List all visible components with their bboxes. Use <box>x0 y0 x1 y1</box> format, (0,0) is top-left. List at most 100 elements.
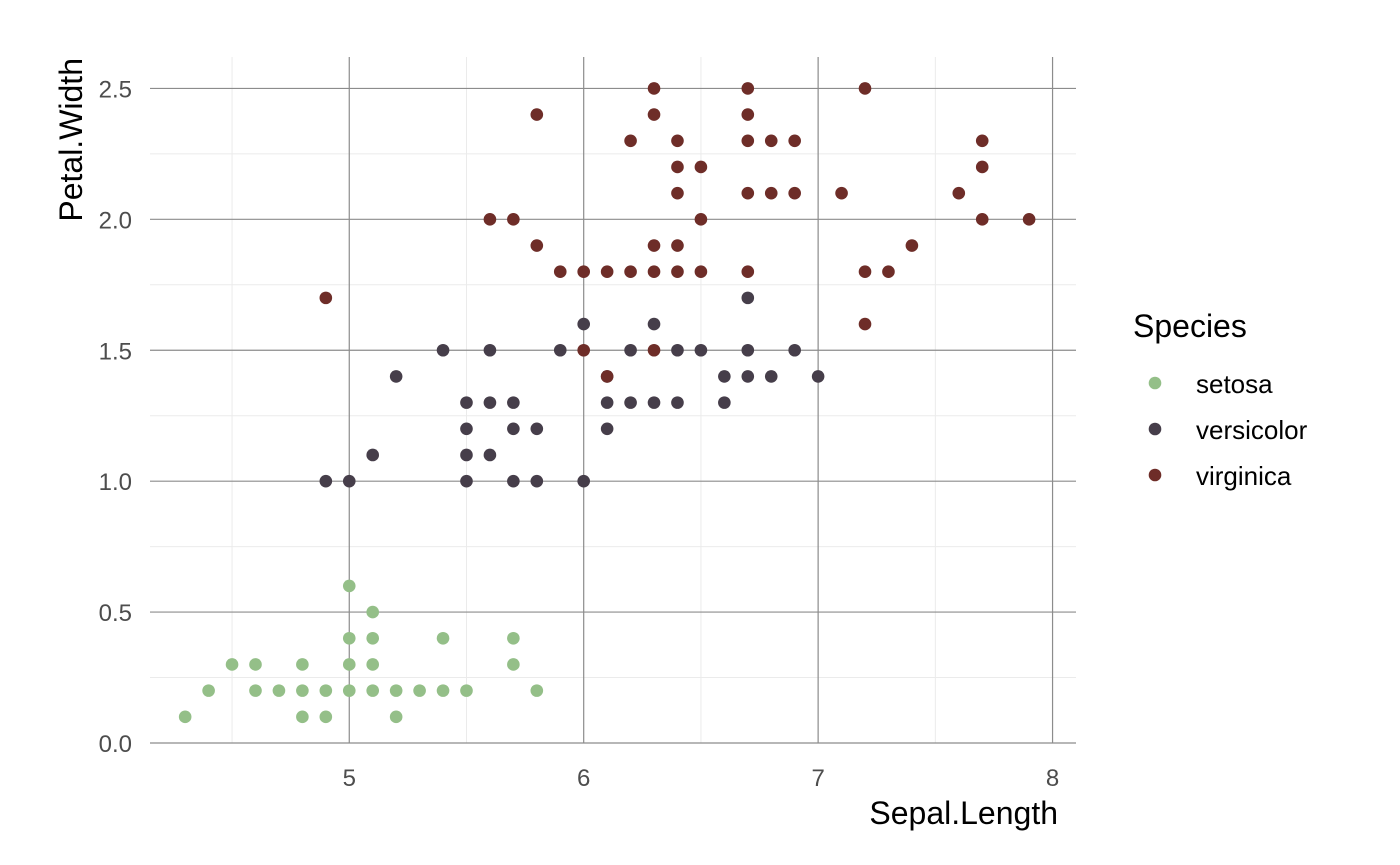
point-setosa <box>413 684 426 697</box>
point-virginica <box>835 186 848 200</box>
point-versicolor <box>741 370 755 383</box>
legend: Species setosa versicolor virginica <box>1133 308 1308 491</box>
point-virginica <box>671 134 684 148</box>
point-versicolor <box>507 396 520 409</box>
point-versicolor <box>366 448 380 462</box>
point-virginica <box>741 82 755 95</box>
y-tick-label: 2.0 <box>99 207 132 234</box>
point-versicolor <box>600 422 614 436</box>
point-virginica <box>858 317 872 331</box>
y-axis-ticks: 0.0 0.5 1.0 1.5 2.0 2.5 <box>99 76 132 758</box>
point-virginica <box>600 370 614 383</box>
point-setosa <box>436 684 450 697</box>
point-virginica <box>764 186 778 200</box>
series-setosa <box>178 579 544 724</box>
point-virginica <box>975 160 989 174</box>
point-virginica <box>553 265 567 279</box>
point-virginica <box>577 265 590 279</box>
point-versicolor <box>764 370 778 383</box>
point-versicolor <box>671 343 684 357</box>
legend-label-versicolor: versicolor <box>1196 415 1308 445</box>
point-versicolor <box>483 448 497 462</box>
point-versicolor <box>507 422 520 436</box>
point-versicolor <box>460 422 473 436</box>
point-versicolor <box>460 474 473 488</box>
point-virginica <box>624 134 637 148</box>
minor-gridlines <box>150 57 1076 743</box>
point-versicolor <box>530 474 544 488</box>
point-virginica <box>975 213 989 226</box>
point-setosa <box>507 631 520 645</box>
legend-label-setosa: setosa <box>1196 369 1273 399</box>
point-versicolor <box>577 317 590 331</box>
point-virginica <box>647 108 661 121</box>
y-tick-label: 2.5 <box>99 76 132 103</box>
point-setosa <box>319 710 333 724</box>
point-versicolor <box>671 396 684 409</box>
legend-items: setosa versicolor virginica <box>1148 369 1308 491</box>
point-virginica <box>671 160 684 174</box>
point-versicolor <box>788 343 801 357</box>
point-setosa <box>225 658 239 671</box>
point-versicolor <box>741 343 755 357</box>
point-setosa <box>389 710 403 724</box>
point-versicolor <box>718 370 731 383</box>
point-versicolor <box>483 396 497 409</box>
point-virginica <box>741 108 755 121</box>
point-setosa <box>296 658 309 671</box>
point-versicolor <box>483 343 497 357</box>
major-gridlines <box>150 57 1076 744</box>
point-versicolor <box>647 396 661 409</box>
point-versicolor <box>694 343 708 357</box>
point-virginica <box>1022 213 1036 226</box>
x-tick-label: 7 <box>811 765 824 792</box>
point-versicolor <box>811 370 825 383</box>
point-setosa <box>202 684 215 697</box>
point-setosa <box>249 658 262 671</box>
point-virginica <box>741 134 755 148</box>
point-virginica <box>694 265 708 279</box>
x-tick-label: 5 <box>343 765 356 792</box>
point-versicolor <box>718 396 731 409</box>
point-setosa <box>366 658 380 671</box>
point-virginica <box>671 265 684 279</box>
point-virginica <box>952 186 966 200</box>
point-virginica <box>647 82 661 95</box>
series-versicolor <box>319 291 825 488</box>
point-virginica <box>530 239 544 252</box>
point-virginica <box>647 265 661 279</box>
point-setosa <box>272 684 286 697</box>
point-setosa <box>507 658 520 671</box>
point-virginica <box>694 213 708 226</box>
point-setosa <box>342 631 356 645</box>
point-virginica <box>647 239 661 252</box>
point-virginica <box>624 265 637 279</box>
point-setosa <box>460 684 473 697</box>
point-versicolor <box>460 396 473 409</box>
point-virginica <box>671 239 684 252</box>
point-versicolor <box>577 474 590 488</box>
legend-key-setosa <box>1148 376 1162 390</box>
y-axis-title: Petal.Width <box>53 58 89 222</box>
point-setosa <box>342 579 356 593</box>
y-tick-label: 1.0 <box>99 469 132 496</box>
point-setosa <box>366 605 380 619</box>
x-tick-label: 6 <box>577 765 590 792</box>
series-virginica <box>319 82 1036 383</box>
x-axis-title: Sepal.Length <box>869 795 1058 831</box>
y-tick-label: 0.0 <box>99 731 132 758</box>
point-virginica <box>788 186 801 200</box>
point-virginica <box>905 239 919 252</box>
point-virginica <box>882 265 895 279</box>
point-setosa <box>366 631 380 645</box>
point-versicolor <box>624 343 637 357</box>
point-virginica <box>788 134 801 148</box>
point-versicolor <box>741 291 755 305</box>
point-setosa <box>296 684 309 697</box>
point-versicolor <box>624 396 637 409</box>
point-virginica <box>507 213 520 226</box>
point-virginica <box>741 265 755 279</box>
point-virginica <box>694 160 708 174</box>
point-versicolor <box>507 474 520 488</box>
point-versicolor <box>530 422 544 436</box>
